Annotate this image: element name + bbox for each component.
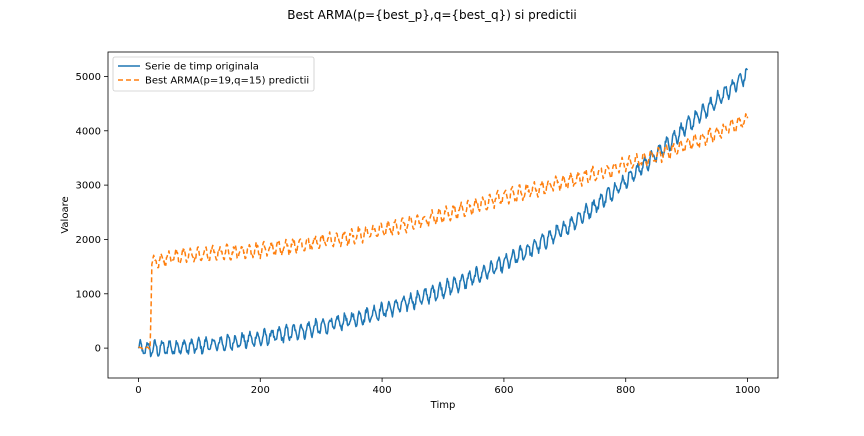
y-tick-label: 1000 (76, 289, 101, 300)
legend-label-prediction: Best ARMA(p=19,q=15) predictii (145, 76, 309, 87)
y-tick-label: 0 (95, 344, 101, 355)
y-axis-label: Valoare (60, 196, 71, 233)
y-tick-label: 3000 (76, 181, 101, 192)
series-line-prediction (138, 113, 749, 350)
y-tick-label: 2000 (76, 235, 101, 246)
x-tick-label: 0 (135, 385, 141, 396)
y-tick-label: 4000 (76, 126, 101, 137)
plot-area (108, 52, 778, 378)
x-axis-label: Timp (430, 400, 456, 411)
x-tick-label: 1000 (735, 385, 760, 396)
legend-box (112, 56, 315, 92)
y-tick-label: 5000 (76, 72, 101, 83)
axes-border (107, 51, 779, 379)
x-axis-ticks: 0 200 400 600 800 1000 (135, 378, 760, 396)
x-tick-label: 800 (616, 385, 635, 396)
chart-title: Best ARMA(p={best_p},q={best_q}) si pred… (287, 8, 577, 22)
x-tick-label: 200 (251, 385, 270, 396)
legend-label-original: Serie de timp originala (145, 62, 259, 73)
series-line-original (137, 67, 749, 358)
y-axis-ticks: 0 1000 2000 3000 4000 5000 (76, 72, 108, 355)
x-tick-label: 600 (494, 385, 513, 396)
legend: Serie de timp originala Best ARMA(p=19,q… (112, 56, 315, 92)
x-tick-label: 400 (373, 385, 392, 396)
series-layer (137, 67, 749, 358)
